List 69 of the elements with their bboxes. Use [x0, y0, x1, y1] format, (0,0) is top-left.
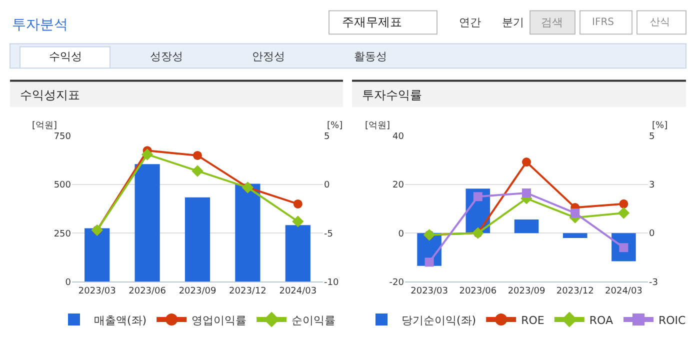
- y2-tick-label: 0: [649, 229, 655, 240]
- y-axis-title: [억원]: [365, 121, 390, 131]
- point: [193, 150, 202, 160]
- y-tick-label: 40: [392, 132, 404, 142]
- point: [293, 199, 302, 208]
- y-tick-label: 750: [54, 132, 72, 142]
- y-tick-label: 20: [392, 180, 404, 191]
- y2-tick-label: 5: [324, 132, 330, 142]
- bar: [285, 225, 310, 282]
- legend-label: ROE: [521, 314, 544, 327]
- y-tick-label: 0: [65, 278, 72, 288]
- x-tick-label: 2023/09: [178, 286, 216, 296]
- x-tick-label: 2023/12: [229, 286, 266, 296]
- y2-axis-title: [%]: [652, 121, 668, 131]
- legend-label: ROA: [589, 314, 614, 327]
- y-tick-label: 500: [54, 180, 72, 191]
- point: [473, 192, 482, 202]
- point: [522, 158, 531, 167]
- y2-tick-label: -10: [324, 278, 339, 288]
- point: [192, 165, 204, 177]
- y-tick-label: -20: [389, 278, 404, 288]
- text: 연간: [459, 16, 481, 29]
- y2-tick-label: 3: [649, 180, 655, 191]
- point: [570, 208, 580, 218]
- legend-label: ROIC: [658, 314, 686, 327]
- chart-title: 수익성지표: [20, 88, 80, 102]
- y2-tick-label: -3: [649, 278, 658, 288]
- y2-axis-title: [%]: [327, 121, 343, 131]
- bar: [84, 228, 110, 282]
- y-tick-label: 250: [54, 229, 72, 240]
- text: 활동성: [354, 50, 387, 63]
- x-tick-label: 2023/06: [459, 286, 497, 296]
- text: 성장성: [150, 50, 183, 63]
- legend-label: 매출액(좌): [94, 314, 147, 327]
- point: [424, 258, 434, 267]
- x-tick-label: 2024/03: [279, 286, 317, 296]
- point: [522, 188, 531, 198]
- text: IFRS: [592, 17, 614, 28]
- bar: [235, 184, 260, 282]
- bar: [562, 233, 588, 238]
- y2-tick-label: 5: [649, 132, 655, 142]
- y2-tick-label: 0: [324, 180, 330, 191]
- text: 수익성: [49, 50, 82, 63]
- y-tick-label: 0: [398, 229, 404, 240]
- legend-label: 영업이익률: [192, 314, 247, 327]
- x-tick-label: 2023/03: [410, 286, 448, 296]
- text: 주재무제표: [342, 15, 402, 29]
- text: 분기: [502, 16, 524, 29]
- x-tick-label: 2023/03: [78, 286, 116, 296]
- legend-label: 당기순이익(좌): [402, 314, 476, 327]
- point: [141, 148, 154, 160]
- x-tick-label: 2023/09: [508, 286, 546, 296]
- bar: [514, 220, 539, 234]
- point: [618, 207, 630, 219]
- bar: [134, 164, 160, 282]
- y-axis-title: [억원]: [32, 121, 58, 131]
- point: [292, 216, 304, 228]
- chart-title: 투자수익률: [362, 88, 422, 102]
- text: 산식: [650, 17, 670, 28]
- x-tick-label: 2024/03: [605, 286, 642, 296]
- x-tick-label: 2023/12: [556, 286, 594, 296]
- y2-tick-label: -5: [324, 229, 333, 240]
- text: 안정성: [252, 50, 285, 63]
- legend-label: 순이익률: [292, 314, 336, 327]
- text: 투자분석: [12, 17, 68, 33]
- bar: [184, 197, 210, 282]
- x-tick-label: 2023/06: [128, 286, 166, 296]
- point: [619, 199, 628, 208]
- text: 검색: [541, 16, 563, 29]
